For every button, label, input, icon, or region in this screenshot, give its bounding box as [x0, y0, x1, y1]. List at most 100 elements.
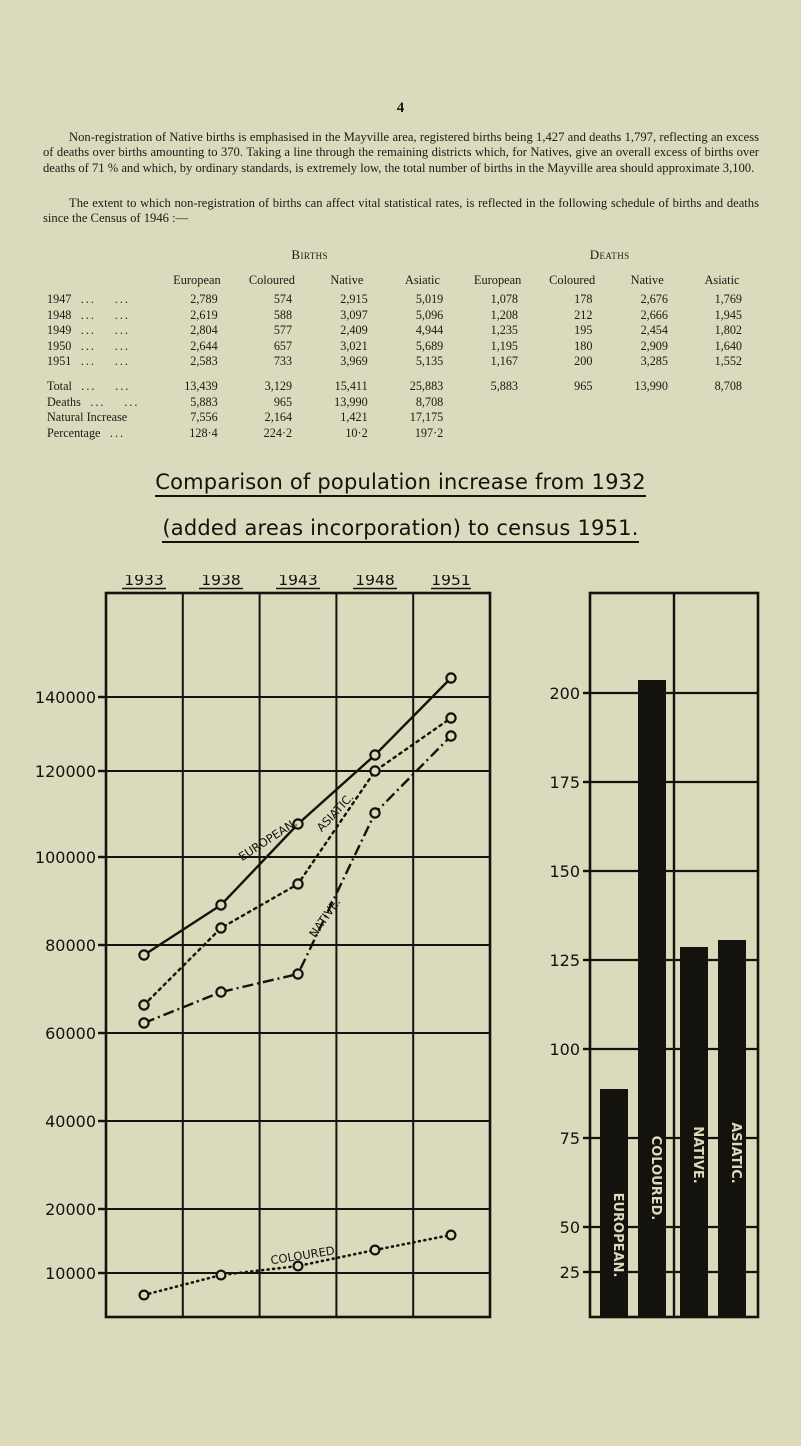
chart-title-line1: Comparison of population increase from 1…	[0, 470, 801, 497]
spacer-cell	[535, 370, 609, 379]
y-tick-label-100: 100	[549, 1040, 580, 1059]
cell: 1,769	[714, 292, 742, 306]
cell: 8,708	[714, 378, 742, 393]
cell	[460, 426, 535, 442]
chart-title-line2: (added areas incorporation) to census 19…	[0, 516, 801, 543]
cell: 5,883	[190, 394, 218, 409]
line-chart-x-axis-labels: 1933 1938 1943 1948 1951	[122, 575, 471, 590]
y-tick-label-20000: 20000	[45, 1200, 96, 1219]
row-label: Deaths	[47, 394, 81, 409]
table-row: Total...... 13,439 3,129 15,411 25,883 5…	[43, 379, 759, 395]
row-dots: ...	[90, 394, 106, 409]
y-tick-label-50: 50	[560, 1218, 580, 1237]
col-header-deaths-coloured: Coloured	[549, 273, 596, 287]
cell: 2,583	[190, 354, 218, 369]
table-spacer-row	[43, 370, 759, 379]
cell: 965	[273, 394, 293, 409]
cell: 4,944	[415, 323, 444, 338]
cell: 2,676	[640, 292, 668, 306]
chart-title-line2-text: (added areas incorporation) to census 19…	[162, 516, 639, 543]
row-dots: ...	[80, 323, 96, 338]
col-header-births-european: European	[173, 273, 221, 287]
row-dots: ...	[80, 307, 96, 322]
cell: 3,969	[340, 354, 368, 369]
x-tick-label-1938: 1938	[201, 575, 240, 589]
row-dots: ...	[81, 378, 97, 393]
cell: 7,556	[190, 410, 218, 425]
cell: 10·2	[345, 425, 368, 440]
cell: 8,708	[415, 394, 444, 409]
cell: 5,689	[415, 338, 444, 353]
y-tick-label-10000: 10000	[45, 1264, 96, 1283]
y-tick-label-25: 25	[560, 1263, 580, 1282]
bar-european	[600, 1089, 628, 1317]
row-dots-2: ...	[114, 354, 130, 369]
cell: 1,421	[340, 410, 368, 425]
table-row: Percentage... 128·4 224·2 10·2 197·2	[43, 426, 759, 442]
vital-statistics-table: Births Deaths European Coloured Native A…	[43, 240, 759, 441]
row-label-cell: Total......	[43, 379, 159, 395]
spacer-cell	[159, 370, 235, 379]
spacer-cell	[235, 370, 309, 379]
spacer-cell	[685, 370, 759, 379]
y-tick-label-125: 125	[549, 951, 580, 970]
y-tick-label-100000: 100000	[35, 848, 96, 867]
cell: 180	[574, 338, 593, 353]
bar-chart-svg: % of increase.	[549, 591, 760, 1319]
cell: 195	[574, 323, 593, 338]
row-label: 1950	[47, 338, 72, 353]
cell: 1,195	[490, 338, 519, 353]
bar-chart-bars	[600, 680, 746, 1317]
y-tick-label-80000: 80000	[45, 936, 96, 955]
row-label-cell: 1948......	[43, 308, 159, 324]
series-asiatic: ASIATIC.	[138, 712, 457, 1011]
bar-coloured	[638, 680, 666, 1317]
cell: 5,883	[490, 378, 519, 393]
cell: 5,019	[415, 292, 444, 306]
cell	[535, 395, 609, 411]
cell: 3,285	[640, 354, 668, 369]
spacer-cell	[43, 370, 159, 379]
row-dots-2: ...	[124, 394, 140, 409]
cell: 13,990	[634, 378, 668, 393]
cell	[685, 395, 759, 411]
population-line-chart: 1933 1938 1943 1948 1951 140000 120000 1…	[18, 575, 508, 1365]
cell: 2,164	[264, 410, 293, 425]
bar-label-asiatic: ASIATIC.	[728, 1122, 743, 1184]
col-header-deaths-asiatic: Asiatic	[704, 273, 740, 287]
line-chart-horizontal-gridlines	[106, 696, 490, 1274]
cell: 1,167	[490, 354, 519, 369]
cell: 3,129	[264, 378, 293, 393]
series-european: EUROPEAN.	[138, 672, 457, 961]
cell	[535, 410, 609, 426]
row-label: Natural Increase	[47, 410, 128, 425]
table-row: Deaths...... 5,883 965 13,990 8,708	[43, 395, 759, 411]
row-dots: ...	[80, 338, 96, 353]
cell: 5,096	[415, 307, 444, 322]
series-label-asiatic: ASIATIC.	[314, 790, 357, 834]
cell: 3,021	[340, 338, 368, 353]
y-tick-label-175: 175	[549, 773, 580, 792]
spacer-cell	[609, 370, 685, 379]
bar-label-native: NATIVE.	[690, 1126, 705, 1184]
col-header-births-asiatic: Asiatic	[404, 273, 441, 287]
line-chart-y-tick-marks	[98, 695, 106, 1275]
table-group-header-row: Births Deaths	[43, 240, 759, 269]
cell: 1,235	[490, 323, 519, 338]
cell	[535, 426, 609, 442]
cell: 2,789	[190, 292, 218, 306]
spacer-cell	[460, 370, 535, 379]
row-label-cell: Deaths......	[43, 395, 159, 411]
spacer-cell	[385, 370, 461, 379]
col-header-deaths-european: European	[473, 273, 522, 287]
series-coloured: COLOURED.	[138, 1229, 457, 1301]
vital-statistics-table-wrapper: Births Deaths European Coloured Native A…	[43, 240, 759, 441]
table-row: 1951...... 2,583 733 3,969 5,135 1,167 2…	[43, 354, 759, 370]
row-label-cell: 1951......	[43, 354, 159, 370]
paragraph-extent: The extent to which non-registration of …	[43, 196, 759, 227]
row-dots-2: ...	[114, 292, 130, 306]
cell: 197·2	[414, 425, 444, 440]
series-label-native: NATIVE.	[306, 895, 343, 940]
y-tick-label-60000: 60000	[45, 1024, 96, 1043]
paragraph-non-registration: Non-registration of Native births is emp…	[43, 130, 759, 176]
